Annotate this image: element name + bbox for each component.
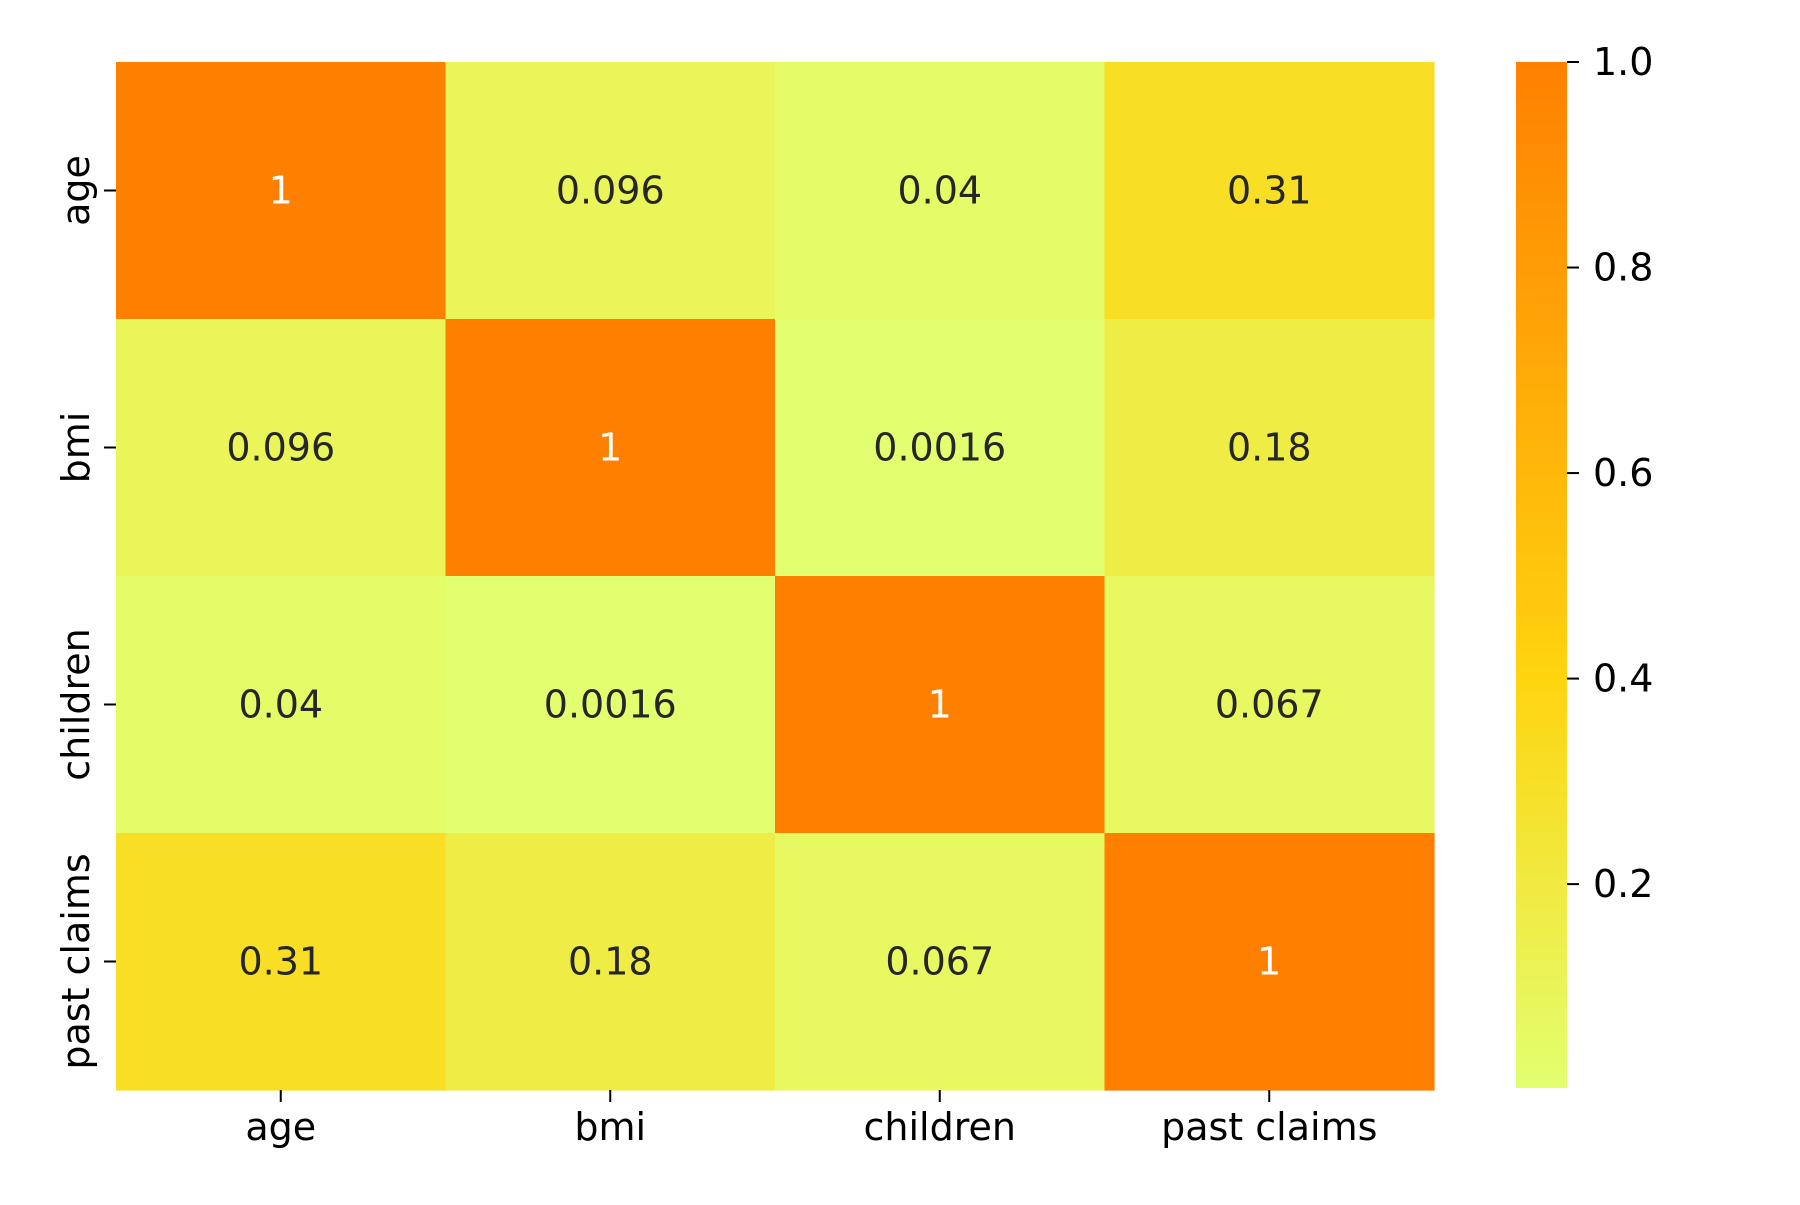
heatmap-cell-2-1 <box>445 576 776 834</box>
cell-annotation: 0.04 <box>897 169 982 213</box>
y-tick-label: age <box>54 155 98 226</box>
cell-annotation: 0.067 <box>885 940 994 984</box>
heatmap-cell-3-2 <box>775 833 1106 1091</box>
cell-annotation: 0.04 <box>238 683 323 727</box>
x-tick-label: age <box>245 1105 316 1149</box>
y-tick-label: past claims <box>54 853 98 1069</box>
colorbar-tick-label: 0.6 <box>1593 451 1653 495</box>
heatmap-cell-1-2 <box>775 319 1106 577</box>
heatmap-annotations: 1 0.096 0.04 0.31 0.096 1 0.0016 0.18 0.04 0.0016… <box>226 169 1323 984</box>
heatmap-cell-0-2 <box>775 62 1106 320</box>
heatmap-cell-3-1 <box>445 833 776 1091</box>
cell-annotation: 1 <box>598 426 622 470</box>
y-tick-label: bmi <box>54 412 98 484</box>
colorbar-tick-label: 0.4 <box>1593 657 1653 701</box>
x-tick-label: past claims <box>1161 1105 1377 1149</box>
colorbar-tick-label: 1.0 <box>1593 40 1653 84</box>
cell-annotation: 0.067 <box>1215 683 1324 727</box>
heatmap-cells <box>116 62 1435 1091</box>
heatmap-cell-0-3 <box>1104 62 1435 320</box>
x-tick-label: children <box>864 1105 1016 1149</box>
heatmap-cell-0-1 <box>445 62 776 320</box>
heatmap-cell-1-0 <box>116 319 447 577</box>
cell-annotation: 1 <box>269 169 293 213</box>
cell-annotation: 0.18 <box>568 940 653 984</box>
heatmap-cell-2-3 <box>1104 576 1435 834</box>
cell-annotation: 0.0016 <box>873 426 1006 470</box>
y-axis: age bmi children past claims <box>54 155 116 1070</box>
heatmap-cell-1-1 <box>445 319 776 577</box>
heatmap-cell-0-0 <box>116 62 447 320</box>
cell-annotation: 1 <box>1257 940 1281 984</box>
heatmap-cell-2-2 <box>775 576 1106 834</box>
y-tick-label: children <box>54 628 98 780</box>
heatmap-cell-2-0 <box>116 576 447 834</box>
heatmap-cell-3-0 <box>116 833 447 1091</box>
cell-annotation: 0.31 <box>238 940 323 984</box>
colorbar-tick-label: 0.8 <box>1593 246 1653 290</box>
cell-annotation: 0.0016 <box>544 683 677 727</box>
colorbar-tick-label: 0.2 <box>1593 862 1653 906</box>
cell-annotation: 0.18 <box>1227 426 1312 470</box>
x-axis: age bmi children past claims <box>245 1090 1377 1149</box>
colorbar-gradient <box>1516 62 1567 1088</box>
cell-annotation: 0.31 <box>1227 169 1312 213</box>
colorbar: 0.2 0.4 0.6 0.8 1.0 <box>1516 40 1653 1088</box>
x-tick-label: bmi <box>574 1105 646 1149</box>
cell-annotation: 0.096 <box>556 169 665 213</box>
heatmap-cell-3-3 <box>1104 833 1435 1091</box>
cell-annotation: 1 <box>928 683 952 727</box>
cell-annotation: 0.096 <box>226 426 335 470</box>
heatmap-cell-1-3 <box>1104 319 1435 577</box>
